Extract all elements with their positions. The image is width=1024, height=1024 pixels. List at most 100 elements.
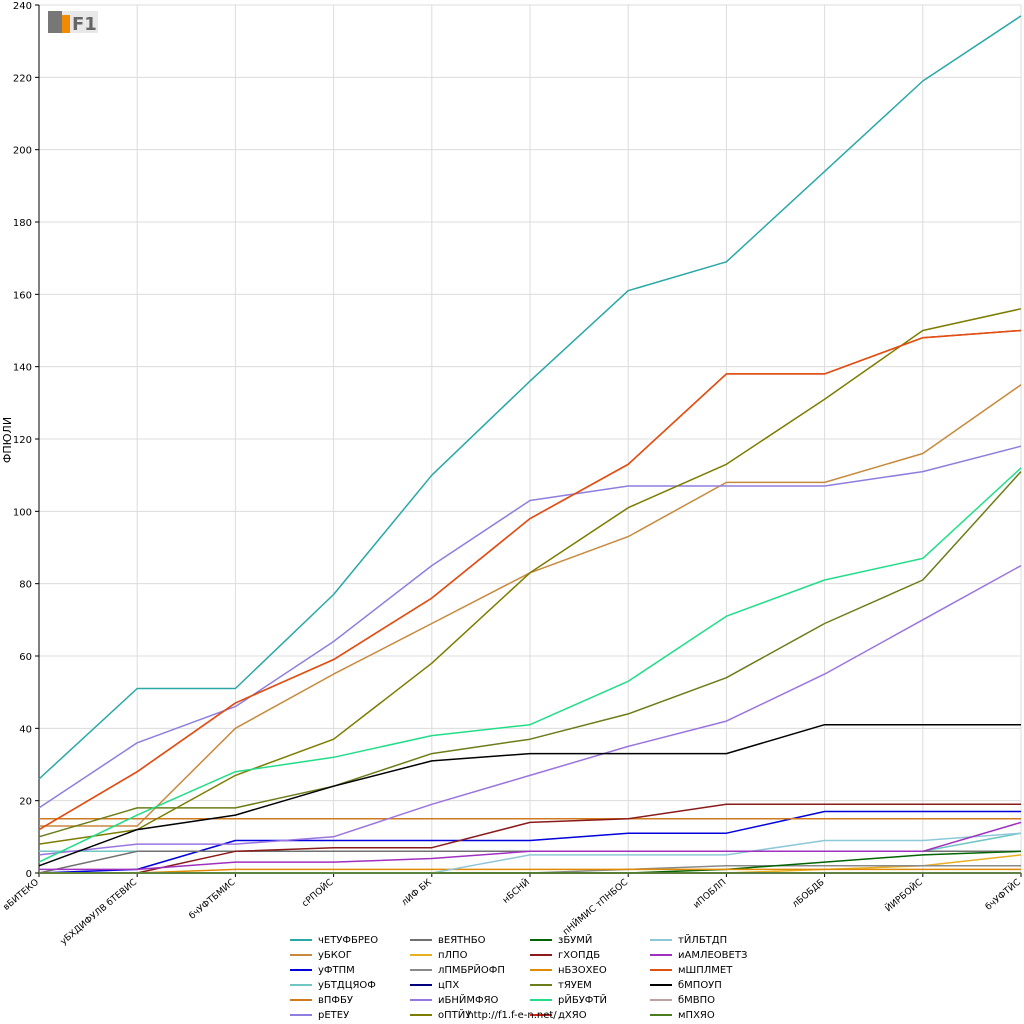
legend-item: иАМЛЕОВЕТЗ xyxy=(650,948,770,962)
legend-label: уБТДЦЯОФ xyxy=(318,979,376,991)
legend-item: рЙБУФТЙ xyxy=(530,993,650,1007)
logo-text: F1EN xyxy=(72,14,98,35)
y-tick-label: 100 xyxy=(13,507,32,518)
legend-item: цПХ xyxy=(410,978,530,992)
series-line xyxy=(39,868,1021,874)
footer-url[interactable]: http://f1.f-e-n.net/ xyxy=(467,1010,557,1021)
x-tick-label: нБСНЙ xyxy=(500,876,532,906)
series-line xyxy=(38,564,1022,856)
series-line xyxy=(38,308,1022,845)
legend-label: мШПЛМЕТ xyxy=(678,964,733,976)
legend-swatch xyxy=(530,939,552,941)
legend-label: цПХ xyxy=(438,979,460,991)
legend-label: чЕТУФБРЕО xyxy=(318,934,379,946)
y-tick-label: 240 xyxy=(13,1,32,12)
legend-item: вПФБУ xyxy=(290,993,410,1007)
legend-label: лПМБРЙОФП xyxy=(438,964,505,976)
legend-swatch xyxy=(650,984,672,986)
x-tick-label: лИФ БК xyxy=(400,877,434,908)
legend-label: зБУМЙ xyxy=(558,934,593,946)
series-line xyxy=(38,810,1021,874)
legend-label: иБНЙМФЯО xyxy=(438,994,499,1006)
x-tick-label: вБИТЕКО xyxy=(2,878,41,913)
legend-item: иБНЙМФЯО xyxy=(410,993,530,1007)
series-line xyxy=(38,329,1022,831)
series-line xyxy=(38,471,1022,838)
y-tick-label: 20 xyxy=(19,797,32,808)
x-tick-label: бчУФТЙС xyxy=(983,876,1023,913)
legend-swatch xyxy=(650,999,672,1001)
y-tick-label: 60 xyxy=(19,652,32,663)
legend-item: нБЗОХЕО xyxy=(530,963,650,977)
legend-swatch xyxy=(650,1014,672,1016)
axes xyxy=(35,4,1022,877)
x-tick-label: иПОБЛП xyxy=(692,878,729,911)
legend-swatch xyxy=(530,999,552,1001)
legend-item: бМВПО xyxy=(650,993,770,1007)
y-tick-label: 120 xyxy=(13,435,32,446)
legend-swatch xyxy=(650,969,672,971)
legend-label: мПХЯО xyxy=(678,1009,715,1021)
legend: чЕТУФБРЕО вЕЯТНБО зБУМЙ тЙЛБТДП уБКОГ пЛПО гХО… xyxy=(290,933,770,1022)
legend-swatch xyxy=(290,999,312,1001)
legend-item: чЕТУФБРЕО xyxy=(290,933,410,947)
legend-item: зБУМЙ xyxy=(530,933,650,947)
y-tick-label: 40 xyxy=(19,724,32,735)
y-tick-label: 160 xyxy=(13,290,32,301)
legend-item: тЯУЕМ xyxy=(530,978,650,992)
series-line xyxy=(39,821,1022,871)
legend-swatch xyxy=(290,954,312,956)
y-tick-label: 0 xyxy=(26,869,32,880)
legend-label: пЛПО xyxy=(438,949,468,961)
legend-swatch xyxy=(410,954,432,956)
legend-label: гХОПДБ xyxy=(558,949,601,961)
legend-label: вЕЯТНБО xyxy=(438,934,486,946)
legend-label: рЙБУФТЙ xyxy=(558,994,607,1006)
legend-swatch xyxy=(410,984,432,986)
logo-mark: F1EN xyxy=(48,11,124,35)
x-tick-label: пНЙМИС тПНБОС xyxy=(560,876,630,937)
y-tick-label: 180 xyxy=(13,218,32,229)
legend-label: нБЗОХЕО xyxy=(558,964,607,976)
series-line xyxy=(38,723,1021,867)
x-tick-label: ЙИРБОЙС xyxy=(882,876,924,914)
legend-item: уБКОГ xyxy=(290,948,410,962)
legend-label: бМВПО xyxy=(678,994,716,1006)
legend-label: иАМЛЕОВЕТЗ xyxy=(678,949,748,961)
series-line xyxy=(39,803,1021,874)
legend-item: уБТДЦЯОФ xyxy=(290,978,410,992)
x-tick-label: уБХДИФУЛВ бТЕВИС xyxy=(59,878,139,948)
legend-swatch xyxy=(290,1014,312,1016)
y-tick-labels: 0 20 40 60 80 100 120 140 160 180 200 220 240 xyxy=(13,1,32,880)
legend-label: рЕТЕУ xyxy=(318,1009,350,1021)
f1en-logo: F1EN xyxy=(48,9,124,35)
legend-item: мПХЯО xyxy=(650,1008,770,1022)
legend-swatch xyxy=(410,939,432,941)
series-line xyxy=(38,445,1022,809)
legend-swatch xyxy=(290,939,312,941)
x-tick-label: бчУФТБМИС xyxy=(188,878,238,922)
y-tick-label: 80 xyxy=(19,580,32,591)
x-tick-label: лБОБДБ xyxy=(791,878,827,910)
legend-item: гХОПДБ xyxy=(530,948,650,962)
grid xyxy=(38,4,1022,874)
legend-swatch xyxy=(650,939,672,941)
series-lines xyxy=(38,15,1022,874)
legend-swatch xyxy=(530,969,552,971)
legend-label: дХЯО xyxy=(558,1009,587,1021)
legend-item: мШПЛМЕТ xyxy=(650,963,770,977)
legend-label: тЯУЕМ xyxy=(558,979,592,991)
legend-item: оПТЙУ xyxy=(410,1008,530,1022)
legend-item: бМПОУП xyxy=(650,978,770,992)
legend-swatch xyxy=(530,1014,552,1016)
series-line xyxy=(38,467,1022,863)
y-tick-label: 220 xyxy=(13,73,32,84)
legend-swatch xyxy=(530,984,552,986)
legend-label: вПФБУ xyxy=(318,994,353,1006)
x-tick-label: сРПОЙС xyxy=(299,876,335,909)
series-line xyxy=(38,15,1022,780)
legend-item: уФТПМ xyxy=(290,963,410,977)
legend-label: тЙЛБТДП xyxy=(678,934,728,946)
legend-label: уБКОГ xyxy=(318,949,352,961)
